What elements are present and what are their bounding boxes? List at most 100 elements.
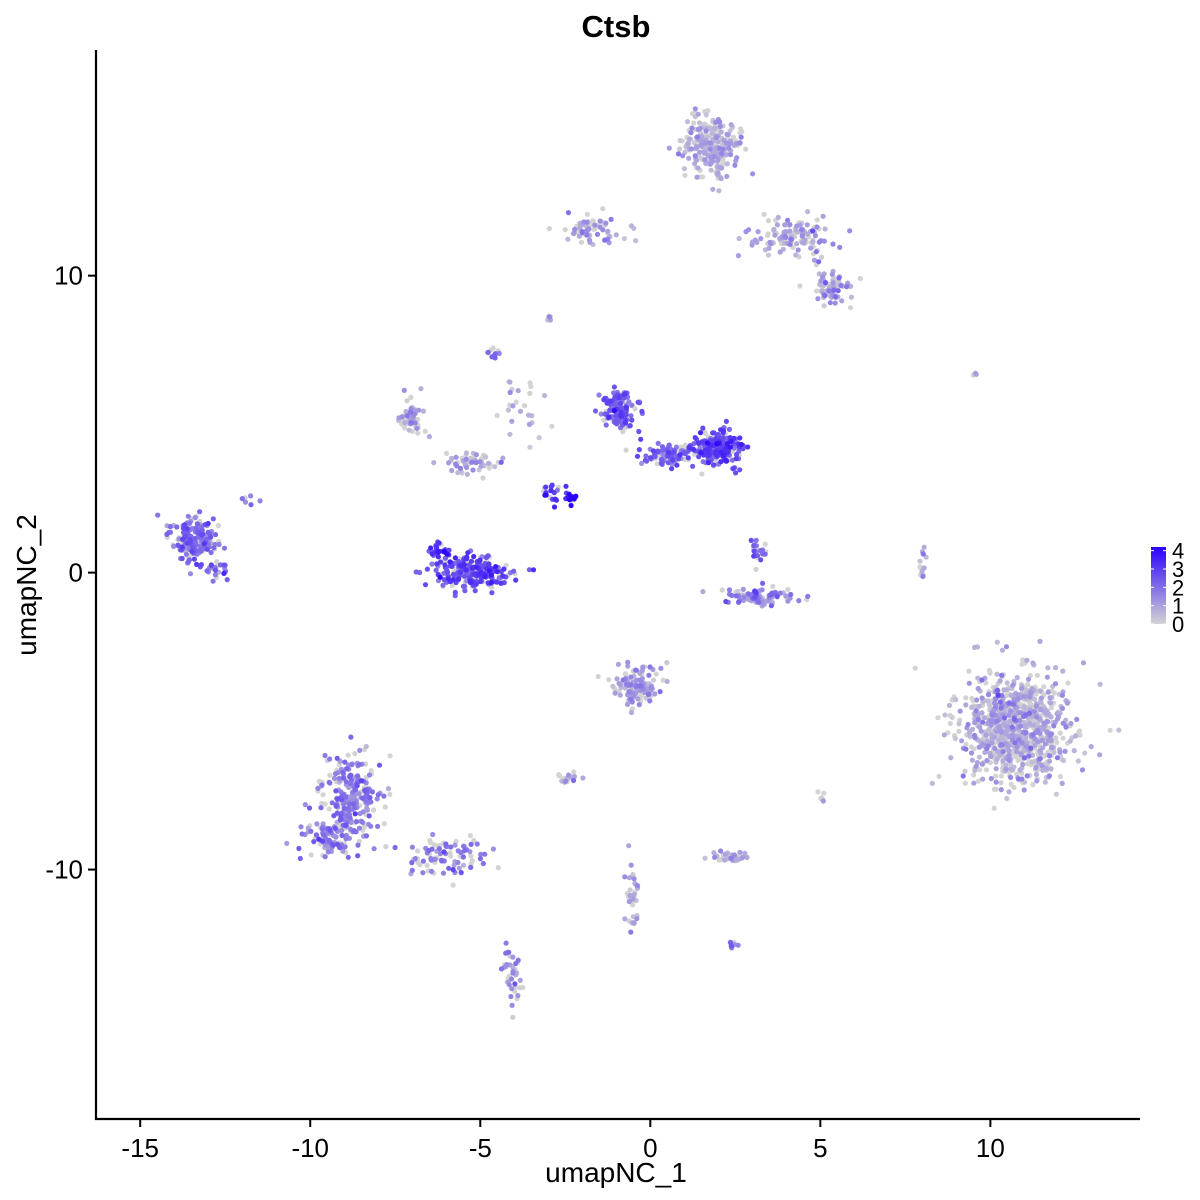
cell-point bbox=[242, 499, 249, 505]
cell-point bbox=[473, 452, 479, 458]
cell-point bbox=[917, 564, 923, 570]
cell-point bbox=[727, 444, 733, 450]
cell-point bbox=[839, 298, 845, 304]
cell-point bbox=[1004, 680, 1010, 686]
cell-point bbox=[352, 787, 358, 793]
cell-point bbox=[718, 848, 724, 854]
cell-point bbox=[787, 228, 793, 234]
cell-point bbox=[1057, 730, 1063, 736]
cell-point bbox=[813, 249, 819, 255]
cell-point bbox=[1097, 681, 1103, 687]
cell-point bbox=[628, 223, 635, 229]
cell-point bbox=[714, 441, 720, 447]
cell-point bbox=[460, 583, 466, 589]
cell-point bbox=[212, 572, 218, 578]
cell-point bbox=[762, 551, 768, 557]
cell-point bbox=[768, 603, 775, 609]
cell-point bbox=[527, 380, 533, 386]
cell-point bbox=[625, 663, 631, 669]
cell-point bbox=[460, 854, 466, 860]
cell-point bbox=[1042, 708, 1049, 714]
cell-point bbox=[412, 856, 418, 862]
cell-point bbox=[428, 857, 434, 863]
cell-point bbox=[963, 702, 969, 708]
cell-point bbox=[647, 698, 653, 704]
cell-point bbox=[455, 470, 461, 476]
cell-point bbox=[319, 826, 325, 832]
cell-point bbox=[948, 755, 954, 761]
cell-point bbox=[354, 783, 360, 789]
cell-point bbox=[429, 868, 435, 875]
cell-point bbox=[352, 805, 358, 811]
cell-point bbox=[448, 844, 454, 850]
cell-point bbox=[205, 520, 211, 527]
cell-point bbox=[963, 741, 969, 747]
cell-point bbox=[959, 738, 965, 744]
cell-point bbox=[404, 398, 410, 404]
cell-point bbox=[198, 532, 204, 538]
cell-point bbox=[635, 696, 641, 702]
cell-point bbox=[703, 112, 709, 118]
cell-point bbox=[716, 188, 722, 194]
cell-point bbox=[712, 125, 718, 131]
cell-point bbox=[716, 145, 722, 151]
cell-point bbox=[360, 809, 366, 815]
cell-point bbox=[982, 715, 988, 721]
cell-point bbox=[744, 854, 750, 861]
cell-point bbox=[437, 574, 443, 580]
cell-point bbox=[799, 233, 805, 239]
cell-point bbox=[629, 402, 635, 408]
cell-point bbox=[1021, 787, 1027, 793]
cell-point bbox=[334, 796, 340, 802]
cell-point bbox=[708, 167, 714, 173]
cell-point bbox=[947, 720, 953, 727]
cell-point bbox=[832, 294, 839, 300]
cell-point bbox=[409, 860, 415, 866]
cell-point bbox=[971, 772, 977, 778]
cell-point bbox=[766, 245, 772, 251]
cell-point bbox=[637, 683, 643, 689]
cell-point bbox=[997, 752, 1003, 758]
cell-point bbox=[363, 743, 369, 750]
cell-point bbox=[1010, 701, 1016, 707]
cell-point bbox=[1014, 744, 1020, 750]
cell-point bbox=[847, 228, 853, 234]
cell-point bbox=[810, 239, 816, 245]
cell-point bbox=[706, 446, 712, 452]
cell-point bbox=[387, 753, 393, 759]
cell-point bbox=[488, 572, 494, 578]
cell-point bbox=[462, 588, 468, 594]
cell-point bbox=[783, 593, 789, 599]
cell-point bbox=[517, 408, 524, 414]
cell-point bbox=[979, 710, 985, 716]
cell-point bbox=[571, 777, 577, 784]
cell-point bbox=[1015, 692, 1021, 698]
cell-point bbox=[507, 389, 513, 396]
cell-point bbox=[327, 756, 333, 762]
cell-point bbox=[1025, 682, 1031, 688]
cell-point bbox=[443, 841, 449, 847]
cell-point bbox=[967, 729, 973, 735]
cell-point bbox=[634, 882, 640, 889]
cell-point bbox=[738, 441, 744, 448]
cell-point bbox=[975, 686, 981, 692]
cell-point bbox=[1052, 681, 1059, 687]
cell-point bbox=[963, 746, 969, 752]
cell-point bbox=[1023, 729, 1029, 736]
cell-point bbox=[648, 684, 654, 690]
cell-point bbox=[215, 523, 221, 529]
cell-point bbox=[658, 665, 664, 671]
cell-point bbox=[302, 802, 308, 808]
cell-point bbox=[343, 836, 349, 842]
cell-point bbox=[686, 155, 692, 161]
cell-point bbox=[192, 535, 198, 542]
cell-point bbox=[736, 235, 742, 242]
cell-point bbox=[1031, 696, 1038, 703]
cell-point bbox=[821, 303, 827, 309]
cell-point bbox=[1027, 710, 1033, 716]
cell-point bbox=[457, 569, 463, 575]
cell-point bbox=[494, 579, 500, 585]
cell-point bbox=[408, 420, 414, 426]
cell-point bbox=[1079, 767, 1086, 773]
cell-point bbox=[571, 773, 578, 780]
